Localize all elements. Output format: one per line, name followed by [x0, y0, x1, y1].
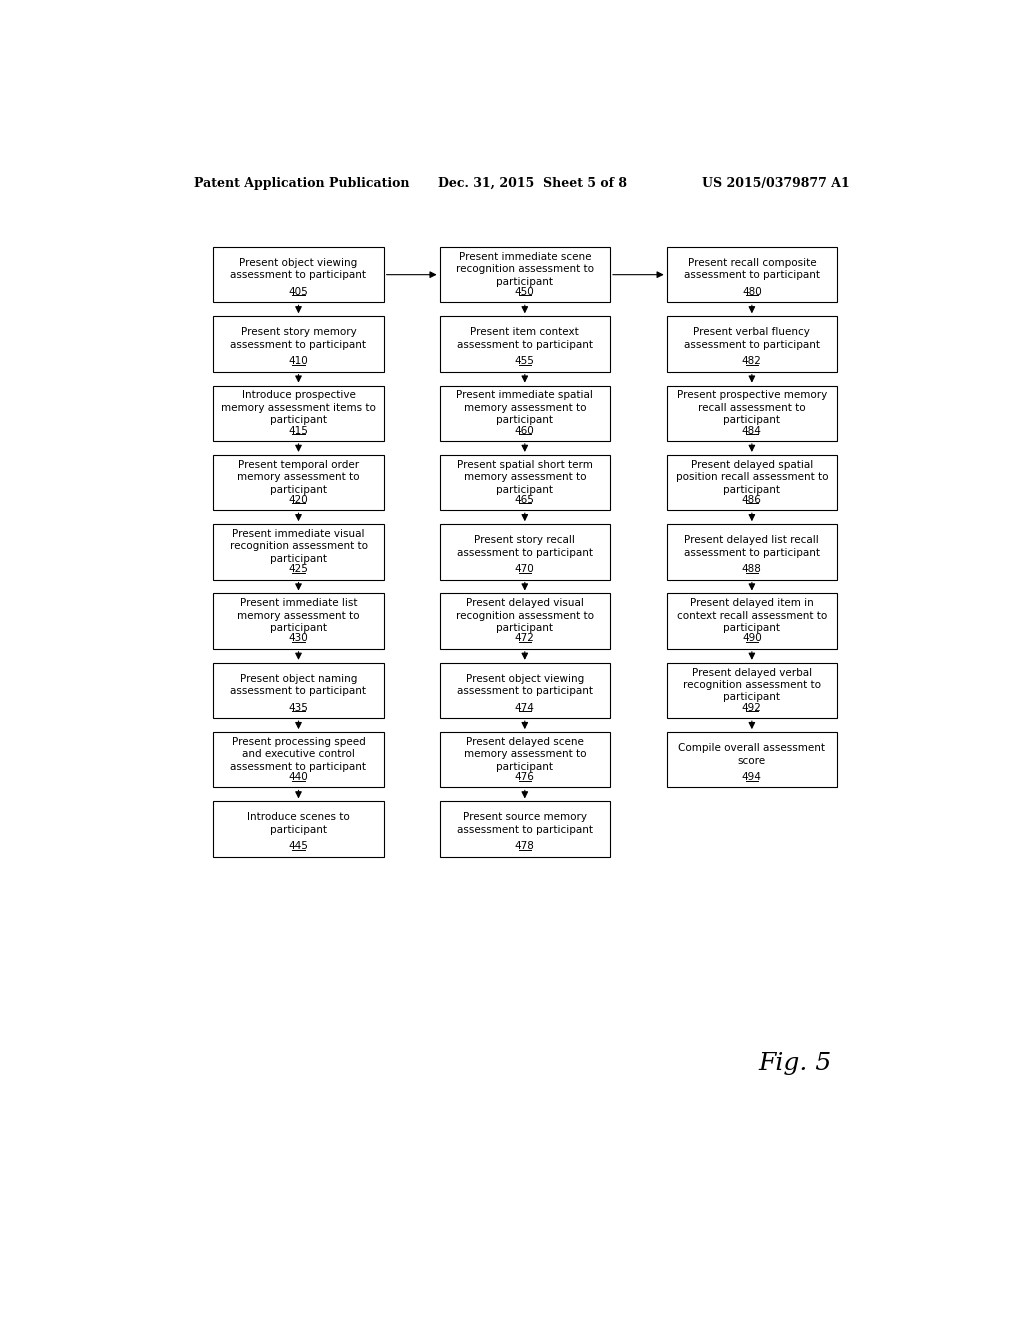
Text: 420: 420: [289, 495, 308, 504]
Text: Present story recall
assessment to participant: Present story recall assessment to parti…: [457, 536, 593, 557]
Bar: [439, 594, 610, 649]
Bar: [667, 594, 838, 649]
Text: Present story memory
assessment to participant: Present story memory assessment to parti…: [230, 327, 367, 350]
Text: Present immediate list
memory assessment to
participant: Present immediate list memory assessment…: [238, 598, 359, 634]
Text: 435: 435: [289, 702, 308, 713]
Text: 472: 472: [515, 634, 535, 643]
Text: Present delayed scene
memory assessment to
participant: Present delayed scene memory assessment …: [464, 737, 586, 772]
Text: 482: 482: [742, 356, 762, 366]
Bar: [213, 733, 384, 788]
Text: Present prospective memory
recall assessment to
participant: Present prospective memory recall assess…: [677, 391, 827, 425]
Bar: [667, 317, 838, 372]
Text: Present source memory
assessment to participant: Present source memory assessment to part…: [457, 813, 593, 834]
Text: 405: 405: [289, 286, 308, 297]
Bar: [667, 385, 838, 441]
Text: Present immediate visual
recognition assessment to
participant: Present immediate visual recognition ass…: [229, 529, 368, 564]
Text: Present object viewing
assessment to participant: Present object viewing assessment to par…: [230, 259, 367, 280]
Bar: [439, 524, 610, 579]
Text: Present delayed list recall
assessment to participant: Present delayed list recall assessment t…: [684, 536, 820, 557]
Bar: [213, 801, 384, 857]
Bar: [213, 594, 384, 649]
Text: Present processing speed
and executive control
assessment to participant: Present processing speed and executive c…: [230, 737, 367, 772]
Bar: [667, 663, 838, 718]
Bar: [439, 385, 610, 441]
Bar: [439, 455, 610, 511]
Text: Patent Application Publication: Patent Application Publication: [194, 177, 410, 190]
Text: Present spatial short term
memory assessment to
participant: Present spatial short term memory assess…: [457, 459, 593, 495]
Text: 486: 486: [742, 495, 762, 504]
Bar: [667, 455, 838, 511]
Bar: [213, 524, 384, 579]
Text: 410: 410: [289, 356, 308, 366]
Text: 440: 440: [289, 772, 308, 781]
Text: 474: 474: [515, 702, 535, 713]
Bar: [439, 801, 610, 857]
Text: Present temporal order
memory assessment to
participant: Present temporal order memory assessment…: [238, 459, 359, 495]
Text: Present verbal fluency
assessment to participant: Present verbal fluency assessment to par…: [684, 327, 820, 350]
Bar: [213, 317, 384, 372]
Text: 450: 450: [515, 286, 535, 297]
Text: Present recall composite
assessment to participant: Present recall composite assessment to p…: [684, 259, 820, 280]
Text: Present delayed spatial
position recall assessment to
participant: Present delayed spatial position recall …: [676, 459, 828, 495]
Text: Present item context
assessment to participant: Present item context assessment to parti…: [457, 327, 593, 350]
Bar: [439, 317, 610, 372]
Text: 430: 430: [289, 634, 308, 643]
Bar: [439, 247, 610, 302]
Bar: [439, 663, 610, 718]
Text: 480: 480: [742, 286, 762, 297]
Text: US 2015/0379877 A1: US 2015/0379877 A1: [701, 177, 849, 190]
Text: 490: 490: [742, 634, 762, 643]
Text: Compile overall assessment
score: Compile overall assessment score: [678, 743, 825, 766]
Text: Present delayed verbal
recognition assessment to
participant: Present delayed verbal recognition asses…: [683, 668, 821, 702]
Text: Present delayed item in
context recall assessment to
participant: Present delayed item in context recall a…: [677, 598, 827, 634]
Text: Present delayed visual
recognition assessment to
participant: Present delayed visual recognition asses…: [456, 598, 594, 634]
Bar: [439, 733, 610, 788]
Text: Present immediate scene
recognition assessment to
participant: Present immediate scene recognition asse…: [456, 252, 594, 286]
Bar: [667, 733, 838, 788]
Text: 465: 465: [515, 495, 535, 504]
Text: Fig. 5: Fig. 5: [758, 1052, 831, 1074]
Text: 492: 492: [742, 702, 762, 713]
Text: Dec. 31, 2015  Sheet 5 of 8: Dec. 31, 2015 Sheet 5 of 8: [438, 177, 627, 190]
Bar: [213, 663, 384, 718]
Text: 478: 478: [515, 841, 535, 851]
Text: 484: 484: [742, 425, 762, 436]
Text: Introduce prospective
memory assessment items to
participant: Introduce prospective memory assessment …: [221, 391, 376, 425]
Bar: [667, 524, 838, 579]
Text: 494: 494: [742, 772, 762, 781]
Bar: [213, 455, 384, 511]
Bar: [213, 247, 384, 302]
Text: 425: 425: [289, 564, 308, 574]
Text: 470: 470: [515, 564, 535, 574]
Text: 488: 488: [742, 564, 762, 574]
Text: Introduce scenes to
participant: Introduce scenes to participant: [247, 813, 350, 834]
Text: 476: 476: [515, 772, 535, 781]
Text: 415: 415: [289, 425, 308, 436]
Text: 455: 455: [515, 356, 535, 366]
Bar: [667, 247, 838, 302]
Text: 445: 445: [289, 841, 308, 851]
Bar: [213, 385, 384, 441]
Text: Present object viewing
assessment to participant: Present object viewing assessment to par…: [457, 675, 593, 696]
Text: Present immediate spatial
memory assessment to
participant: Present immediate spatial memory assessm…: [457, 391, 593, 425]
Text: 460: 460: [515, 425, 535, 436]
Text: Present object naming
assessment to participant: Present object naming assessment to part…: [230, 675, 367, 696]
